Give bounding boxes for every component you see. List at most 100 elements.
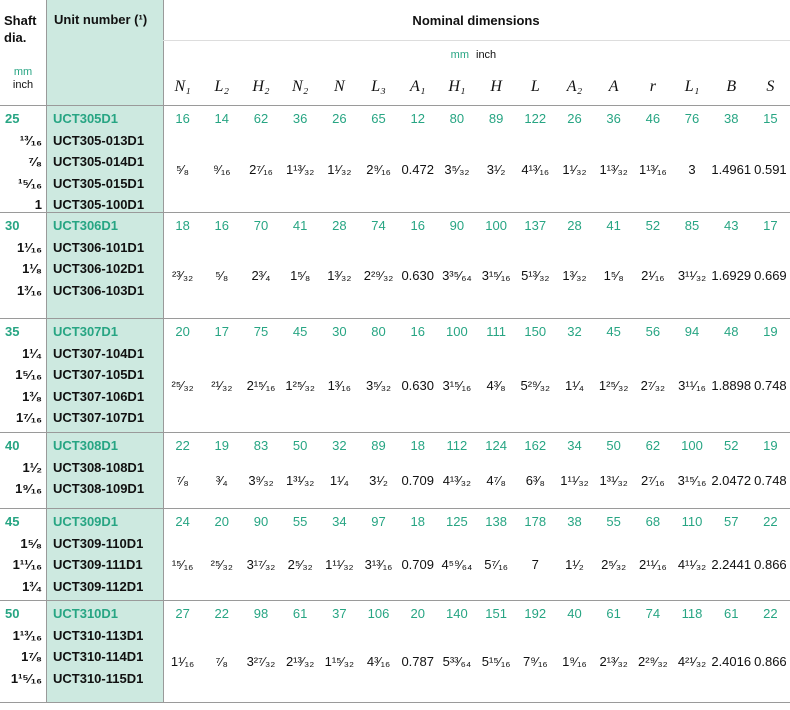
- shaft-mm: 40: [5, 438, 20, 453]
- mm-value: 34: [332, 514, 347, 529]
- mm-value: 124: [485, 438, 507, 453]
- mm-value: 68: [645, 514, 661, 529]
- mm-value: 22: [763, 514, 778, 529]
- mm-value: 16: [214, 218, 230, 233]
- inch-value: 1¹³⁄₃₂: [285, 161, 315, 177]
- mm-value: 14: [214, 111, 230, 126]
- column-header: B: [726, 78, 737, 95]
- inch-value: ¹⁵⁄₁₆: [171, 557, 194, 572]
- inch-value: 1³¹⁄₃₂: [599, 473, 628, 488]
- inch-value: 1¹⁄₄: [564, 378, 584, 393]
- column-header: L₃: [371, 78, 386, 95]
- mm-value: 28: [332, 218, 347, 233]
- unit-number: UCT308-108D1: [53, 459, 145, 475]
- mm-value: 118: [681, 606, 703, 621]
- mm-value: 15: [763, 111, 778, 126]
- mm-value: 83: [253, 438, 269, 453]
- inch-value: 1¹⁄₂: [565, 557, 584, 572]
- unit-number: UCT307D1: [53, 324, 119, 339]
- inch-value: 2³⁄₄: [251, 268, 271, 283]
- inch-value: 0.591: [754, 161, 787, 177]
- mm-value: 85: [684, 218, 700, 233]
- mm-value: 111: [486, 324, 506, 339]
- shaft-mm: 50: [5, 606, 20, 621]
- mm-value: 38: [567, 514, 582, 529]
- mm-value: 45: [292, 324, 308, 339]
- inch-value: 3¹⁷⁄₃₂: [246, 557, 276, 572]
- column-header: H: [490, 78, 502, 95]
- inch-value: 4¹³⁄₃₂: [442, 473, 472, 488]
- shaft-inch: 1³⁄₄: [22, 578, 42, 594]
- mm-value: 36: [292, 111, 308, 126]
- inch-value: 0.709: [401, 473, 434, 488]
- divider: [46, 0, 47, 702]
- inch-value: 2¹¹⁄₁₆: [638, 557, 667, 572]
- column-header: L: [530, 78, 540, 95]
- mm-value: 17: [214, 324, 230, 339]
- unit-number: UCT307-105D1: [53, 367, 145, 382]
- mm-value: 43: [723, 218, 739, 233]
- mm-value: 18: [410, 514, 425, 529]
- mm-value: 16: [410, 218, 425, 233]
- mm-value: 30: [332, 324, 347, 339]
- nominal-header: Nominal dimensions: [412, 13, 540, 28]
- inch-value: 0.748: [754, 378, 787, 393]
- inch-value: 4¹³⁄₁₆: [521, 161, 550, 177]
- unit-number: UCT305-013D1: [53, 132, 145, 148]
- mm-value: 37: [332, 606, 347, 621]
- inch-value: 2⁵⁄₃₂: [287, 557, 313, 572]
- mm-value: 90: [449, 218, 465, 233]
- shaft-inch: 1¹⁄₈: [22, 261, 42, 276]
- divider: [0, 432, 790, 433]
- mm-value: 41: [292, 218, 308, 233]
- inch-value: 1¹¹⁄₃₂: [325, 557, 354, 572]
- inch-value: 2²⁹⁄₃₂: [363, 268, 394, 283]
- inch-value: 3¹⁵⁄₁₆: [481, 268, 511, 283]
- inch-value: 3²⁷⁄₃₂: [246, 654, 276, 669]
- mm-value: 65: [371, 111, 386, 126]
- inch-value: 1³⁄₃₂: [327, 268, 352, 283]
- shaft-mm: 25: [5, 111, 20, 126]
- inch-value: ⁵⁄₈: [176, 161, 190, 177]
- mm-value: 76: [684, 111, 700, 126]
- unit-number: UCT307-104D1: [53, 345, 145, 361]
- mm-value: 17: [763, 218, 778, 233]
- inch-value: ⁷⁄₈: [215, 654, 228, 669]
- column-header: r: [649, 78, 656, 95]
- inch-value: 0.748: [754, 473, 787, 488]
- inch-value: 1¹⁄₃₂: [327, 161, 352, 177]
- mm-value: 19: [763, 324, 778, 339]
- inch-value: 1³⁄₃₂: [562, 268, 587, 283]
- inch-value: 0.709: [401, 557, 434, 572]
- inch-value: 4⁵⁹⁄₆₄: [441, 557, 473, 572]
- inch-value: 7: [531, 557, 539, 572]
- mm-value: 90: [253, 514, 269, 529]
- mm-value: 50: [606, 438, 621, 453]
- inch-value: 2¹⁵⁄₁₆: [246, 378, 276, 393]
- inch-value: 1¹⁄₃₂: [562, 161, 587, 177]
- inch-value: 1⁵⁄₈: [603, 268, 624, 283]
- unit-number: UCT305D1: [53, 111, 119, 126]
- inch-value: 0.669: [754, 268, 787, 283]
- mm-value: 100: [446, 324, 468, 339]
- inch-value: 1²⁵⁄₃₂: [598, 378, 629, 393]
- inch-value: 1²⁵⁄₃₂: [285, 378, 315, 393]
- inch-value: 5³³⁄₆₄: [442, 654, 472, 669]
- inch-value: 4²¹⁄₃₂: [677, 654, 707, 669]
- mm-value: 75: [253, 324, 269, 339]
- mm-value: 162: [524, 438, 547, 453]
- shaft-inch-header: inch: [12, 79, 34, 91]
- mm-value: 80: [449, 111, 465, 126]
- inch-value: 3⁵⁄₃₂: [444, 161, 470, 177]
- mm-value: 16: [410, 324, 425, 339]
- inch-value: 1⁹⁄₁₆: [562, 654, 587, 669]
- inch-value: 0.866: [754, 557, 787, 572]
- inch-value: 3¹⁵⁄₁₆: [677, 473, 707, 488]
- mm-value: 122: [524, 111, 547, 126]
- unit-number: UCT309-110D1: [53, 535, 144, 551]
- mm-value: 32: [567, 324, 582, 339]
- shaft-inch: 1⁷⁄₁₆: [15, 410, 42, 425]
- inch-value: 7⁹⁄₁₆: [522, 654, 548, 669]
- shaft-inch: 1¹¹⁄₁₆: [12, 557, 42, 572]
- mm-value: 62: [645, 438, 661, 453]
